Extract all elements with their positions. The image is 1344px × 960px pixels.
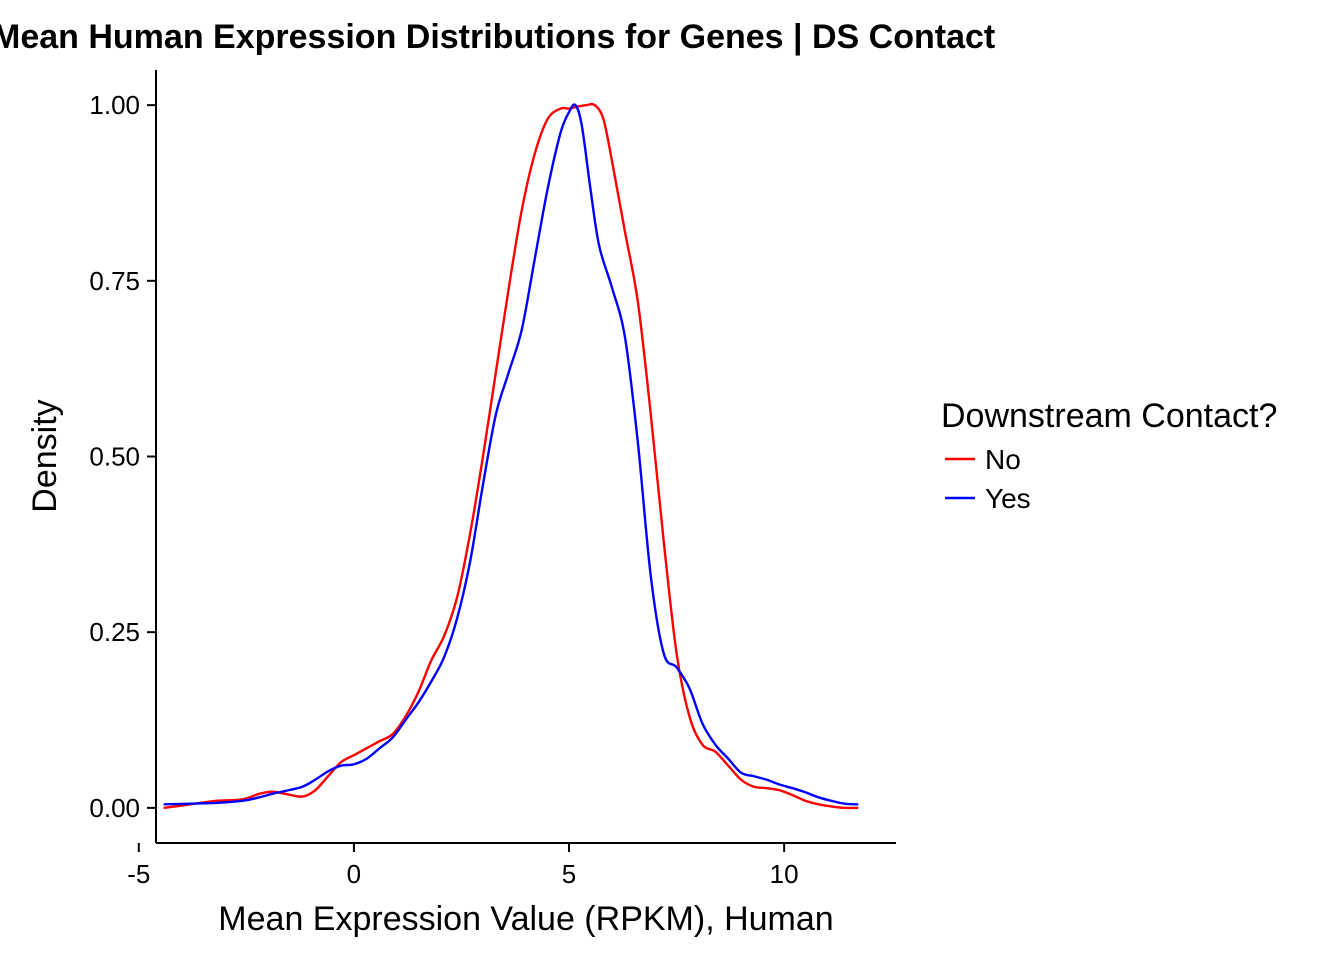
- x-tick-label: 0: [347, 859, 361, 889]
- y-ticks: 0.00 0.25 0.50 0.75 1.00: [89, 90, 156, 823]
- y-tick-label: 0.50: [89, 442, 140, 472]
- x-axis-title: Mean Expression Value (RPKM), Human: [218, 900, 833, 938]
- legend-items: No Yes: [945, 444, 1031, 514]
- y-tick-label: 0.25: [89, 617, 140, 647]
- series-layer: [163, 102, 859, 810]
- legend-label-yes: Yes: [985, 483, 1031, 514]
- x-tick-label: 5: [562, 859, 576, 889]
- x-tick-label: -5: [127, 859, 150, 889]
- x-tick-label: 10: [770, 859, 799, 889]
- legend-title: Downstream Contact?: [941, 397, 1277, 435]
- y-tick-label: 0.75: [89, 266, 140, 296]
- legend: Downstream Contact? No Yes: [941, 397, 1277, 514]
- legend-label-no: No: [985, 444, 1021, 475]
- series-line-yes: [163, 103, 859, 806]
- series-line-no: [163, 102, 859, 810]
- chart-title: Mean Human Expression Distributions for …: [0, 18, 995, 56]
- x-ticks: -5 0 5 10: [127, 843, 799, 889]
- y-axis-title: Density: [26, 399, 64, 512]
- y-tick-label: 0.00: [89, 793, 140, 823]
- y-tick-label: 1.00: [89, 90, 140, 120]
